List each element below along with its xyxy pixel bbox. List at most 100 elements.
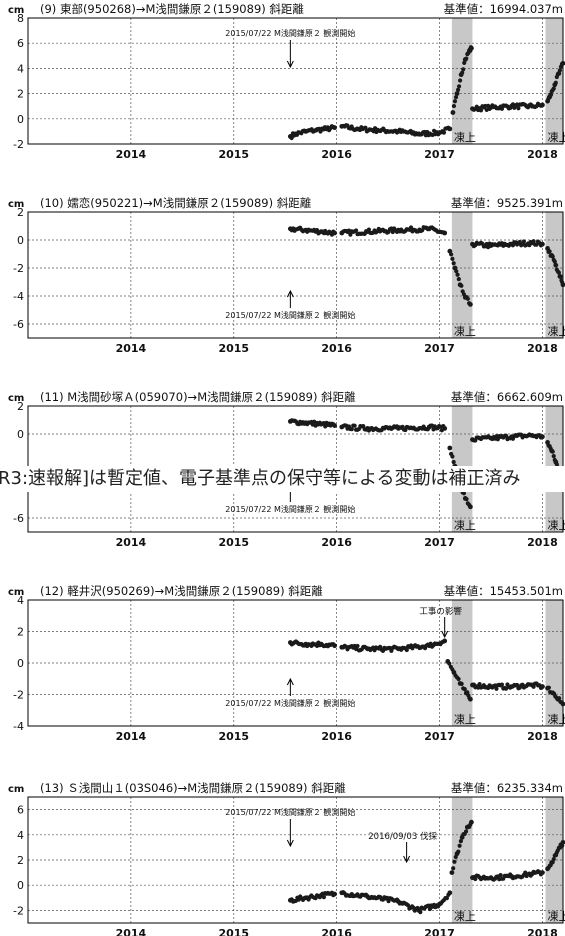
x-tick-label: 2017 — [424, 730, 455, 743]
y-tick-label: -4 — [13, 290, 24, 303]
data-point — [548, 92, 554, 98]
x-tick-label: 2016 — [321, 342, 352, 355]
y-tick-label: 2 — [17, 626, 24, 639]
y-tick-label: 4 — [17, 594, 24, 607]
data-point — [332, 891, 337, 897]
annotation-arrowhead — [286, 677, 294, 686]
data-point — [468, 302, 473, 307]
data-point — [353, 228, 359, 233]
data-point — [560, 839, 565, 845]
data-point — [461, 67, 466, 72]
chart-panel-3: cm (11) M浅間砂塚Ａ(059070)→M浅間鎌原２(159089) 斜距離… — [8, 390, 565, 549]
data-point — [552, 259, 557, 264]
freeze-label: 凍上 — [454, 325, 476, 338]
y-tick-label: 0 — [17, 428, 24, 441]
data-point — [453, 95, 459, 100]
data-point — [473, 876, 478, 882]
chart-panel-5: cm (13) Ｓ浅間山１(03S046)→M浅間鎌原２(159089) 斜距離 基… — [8, 781, 565, 936]
y-tick-label: -2 — [13, 689, 24, 702]
y-unit-label: cm — [8, 5, 24, 16]
reference-value: 基準値：6662.609m — [451, 390, 563, 404]
reference-value: 基準値：16994.037m — [444, 2, 563, 16]
x-tick-label: 2014 — [116, 730, 147, 743]
data-point — [459, 283, 464, 288]
freeze-label: 凍上 — [454, 519, 476, 532]
data-point — [464, 56, 469, 61]
x-tick-label: 2014 — [116, 148, 147, 161]
data-point — [560, 843, 565, 848]
x-tick-label: 2017 — [424, 342, 455, 355]
data-point — [553, 80, 558, 85]
x-tick-label: 2016 — [321, 148, 352, 161]
data-point — [553, 262, 559, 268]
data-point — [332, 125, 337, 131]
data-point — [540, 102, 545, 108]
annotation-arrowhead — [286, 839, 294, 848]
freeze-label: 凍上 — [454, 131, 476, 144]
chart-panel-4: cm (12) 軽井沢(950269)→M浅間鎌原２(159089) 斜距離 基準値… — [8, 584, 565, 743]
data-point — [516, 106, 521, 111]
y-tick-label: 8 — [17, 12, 24, 25]
x-tick-label: 2017 — [424, 927, 455, 936]
y-tick-label: 4 — [17, 829, 24, 842]
plot-frame — [27, 17, 564, 145]
start-annotation: 2015/07/22 M浅間鎌原２ 観測開始 — [225, 807, 355, 817]
data-point — [441, 130, 447, 135]
event-arrowhead — [403, 855, 411, 864]
plot-frame — [27, 211, 564, 339]
data-point — [460, 70, 465, 75]
x-tick-label: 2018 — [527, 148, 558, 161]
data-point — [450, 110, 456, 115]
data-point — [550, 449, 555, 454]
reference-value: 基準値：6235.334m — [451, 781, 563, 795]
plot-frame — [27, 599, 564, 727]
data-point — [499, 106, 505, 111]
data-point — [455, 87, 461, 92]
data-point — [449, 870, 455, 875]
y-tick-label: -6 — [13, 512, 24, 525]
data-point — [531, 684, 536, 689]
freeze-label: 凍上 — [548, 519, 565, 532]
data-point — [551, 453, 556, 459]
data-point — [456, 676, 461, 682]
y-tick-label: 6 — [17, 37, 24, 50]
freeze-label: 凍上 — [548, 713, 565, 726]
chart-panel-1: cm (9) 東部(950268)→M浅間鎌原２(159089) 斜距離 基準値：1… — [8, 2, 565, 161]
data-point — [514, 682, 520, 688]
overlay-note-banner: R3:速報解]は暫定値、電子基準点の保守等による変動は補正済み — [0, 466, 565, 492]
data-point — [456, 84, 462, 89]
data-point — [451, 866, 456, 871]
freeze-band — [545, 18, 563, 144]
data-point — [447, 661, 452, 666]
y-unit-label: cm — [8, 587, 24, 598]
data-point — [540, 684, 545, 690]
y-tick-label: 0 — [17, 879, 24, 892]
chart-title: (9) 東部(950268)→M浅間鎌原２(159089) 斜距離 — [40, 2, 304, 16]
data-point — [332, 643, 337, 649]
x-tick-label: 2016 — [321, 927, 352, 936]
data-point — [461, 491, 467, 496]
data-point — [404, 647, 409, 653]
y-tick-label: 2 — [17, 88, 24, 101]
data-point — [551, 857, 556, 862]
data-point — [455, 272, 460, 277]
data-point — [447, 126, 453, 132]
x-tick-label: 2014 — [116, 927, 147, 936]
data-point — [458, 78, 463, 83]
data-point — [468, 696, 473, 702]
start-annotation: 2015/07/22 M浅間鎌原２ 観測開始 — [225, 310, 355, 320]
x-tick-label: 2015 — [218, 342, 249, 355]
data-point — [348, 232, 353, 237]
y-tick-label: 0 — [17, 657, 24, 670]
y-tick-label: 2 — [17, 854, 24, 867]
data-point — [363, 125, 368, 130]
y-tick-label: 2 — [17, 400, 24, 413]
data-point — [450, 454, 455, 459]
data-point — [349, 427, 354, 432]
start-annotation: 2015/07/22 M浅間鎌原２ 観測開始 — [225, 504, 355, 514]
data-point — [469, 45, 474, 51]
data-point — [447, 890, 453, 896]
data-point — [556, 270, 561, 275]
data-point — [503, 433, 509, 438]
data-point — [408, 225, 414, 230]
